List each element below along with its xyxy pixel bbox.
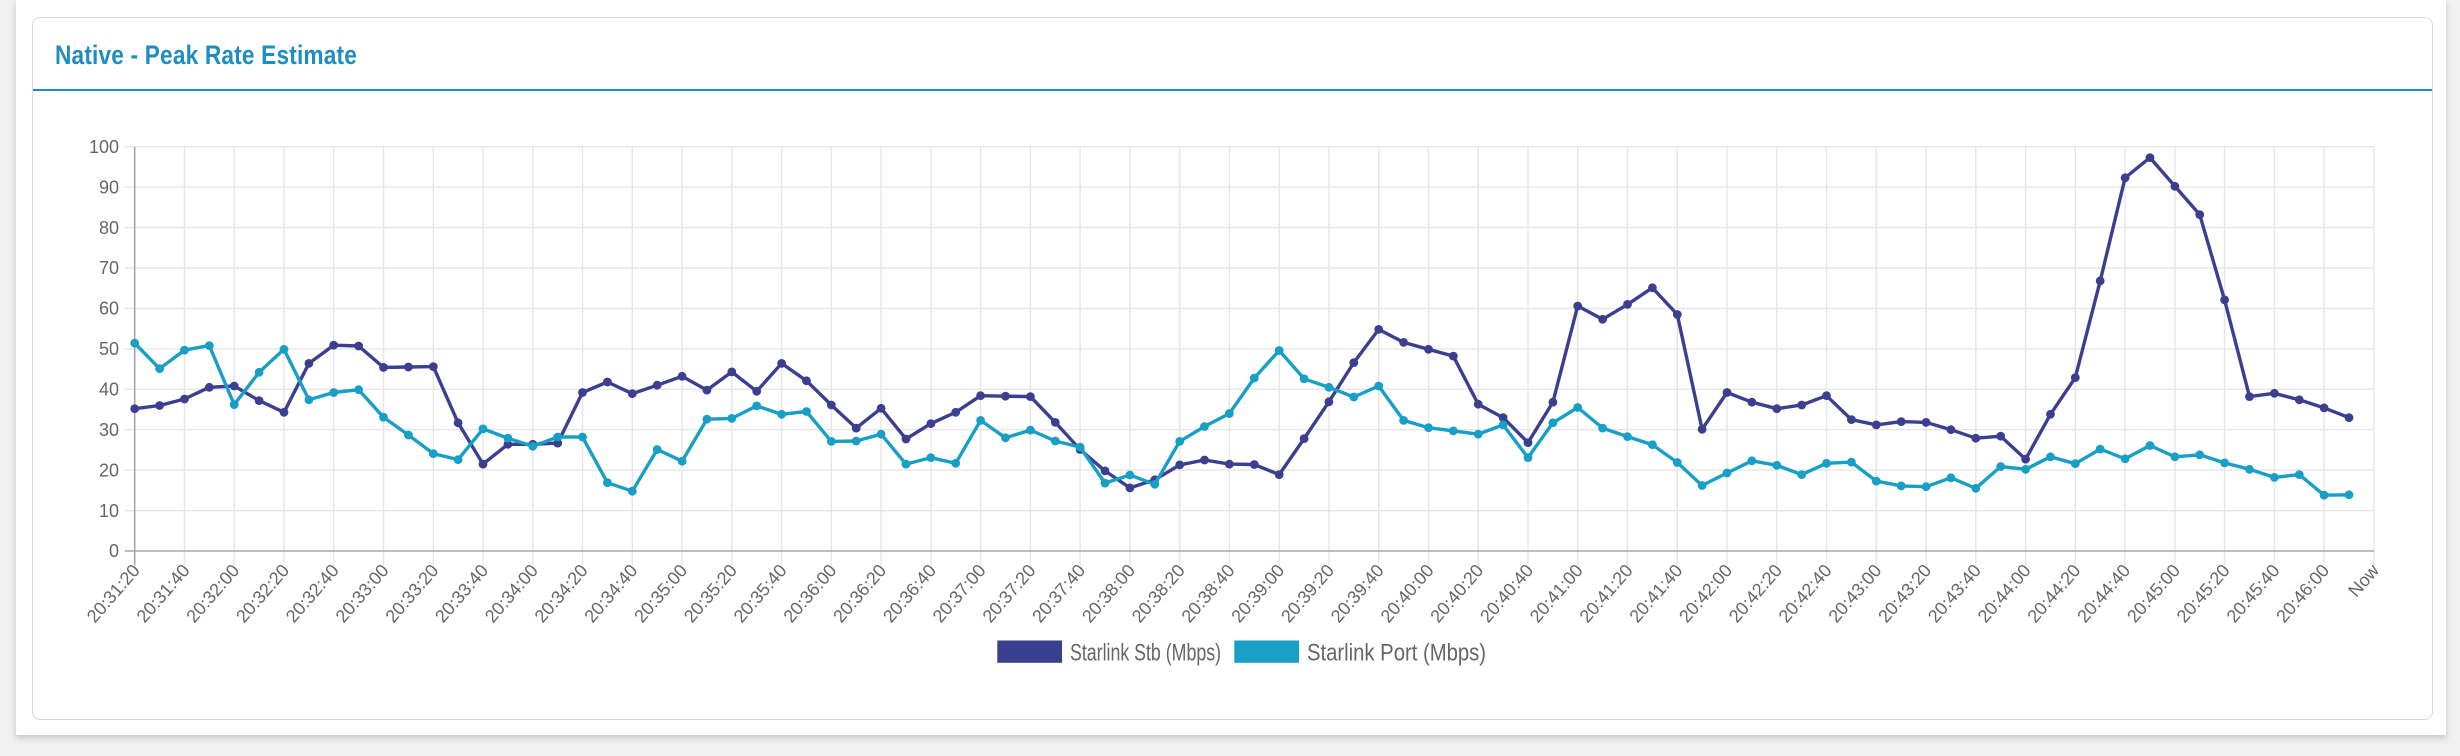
svg-text:0: 0 — [109, 541, 119, 561]
svg-text:20:44:20: 20:44:20 — [2023, 560, 2084, 626]
svg-text:Starlink Port (Mbps): Starlink Port (Mbps) — [1307, 640, 1486, 667]
svg-text:20: 20 — [99, 460, 119, 480]
svg-text:Now: Now — [2344, 560, 2383, 601]
svg-text:10: 10 — [99, 501, 119, 521]
svg-text:90: 90 — [99, 177, 119, 197]
svg-text:Starlink Stb (Mbps): Starlink Stb (Mbps) — [1070, 640, 1221, 667]
svg-text:20:34:20: 20:34:20 — [531, 560, 592, 626]
svg-text:50: 50 — [99, 339, 119, 359]
svg-text:20:32:40: 20:32:40 — [282, 560, 343, 626]
svg-text:20:39:20: 20:39:20 — [1277, 560, 1338, 626]
svg-text:30: 30 — [99, 420, 119, 440]
svg-text:20:33:00: 20:33:00 — [332, 560, 393, 626]
svg-text:20:43:00: 20:43:00 — [1824, 560, 1885, 626]
svg-text:60: 60 — [99, 299, 119, 319]
svg-text:20:38:00: 20:38:00 — [1078, 560, 1139, 626]
svg-text:20:38:40: 20:38:40 — [1178, 560, 1239, 626]
svg-text:20:34:40: 20:34:40 — [580, 560, 641, 626]
svg-text:20:45:20: 20:45:20 — [2173, 560, 2234, 626]
svg-text:20:42:40: 20:42:40 — [1775, 560, 1836, 626]
svg-text:20:31:20: 20:31:20 — [83, 560, 144, 626]
svg-text:70: 70 — [99, 258, 119, 278]
svg-text:20:43:40: 20:43:40 — [1924, 560, 1985, 626]
svg-text:20:41:20: 20:41:20 — [1576, 560, 1637, 626]
svg-text:20:46:00: 20:46:00 — [2272, 560, 2333, 626]
svg-text:20:36:00: 20:36:00 — [779, 560, 840, 626]
svg-text:80: 80 — [99, 218, 119, 238]
svg-text:40: 40 — [99, 380, 119, 400]
svg-text:20:44:40: 20:44:40 — [2073, 560, 2134, 626]
svg-text:20:42:00: 20:42:00 — [1675, 560, 1736, 626]
svg-text:20:32:00: 20:32:00 — [182, 560, 243, 626]
svg-text:100: 100 — [89, 137, 119, 157]
svg-text:20:37:40: 20:37:40 — [1028, 560, 1089, 626]
svg-text:20:41:00: 20:41:00 — [1526, 560, 1587, 626]
svg-text:20:37:00: 20:37:00 — [929, 560, 990, 626]
svg-text:20:39:40: 20:39:40 — [1327, 560, 1388, 626]
svg-text:20:40:20: 20:40:20 — [1426, 560, 1487, 626]
svg-text:20:33:40: 20:33:40 — [431, 560, 492, 626]
svg-text:20:36:20: 20:36:20 — [829, 560, 890, 626]
svg-text:20:35:20: 20:35:20 — [680, 560, 741, 626]
